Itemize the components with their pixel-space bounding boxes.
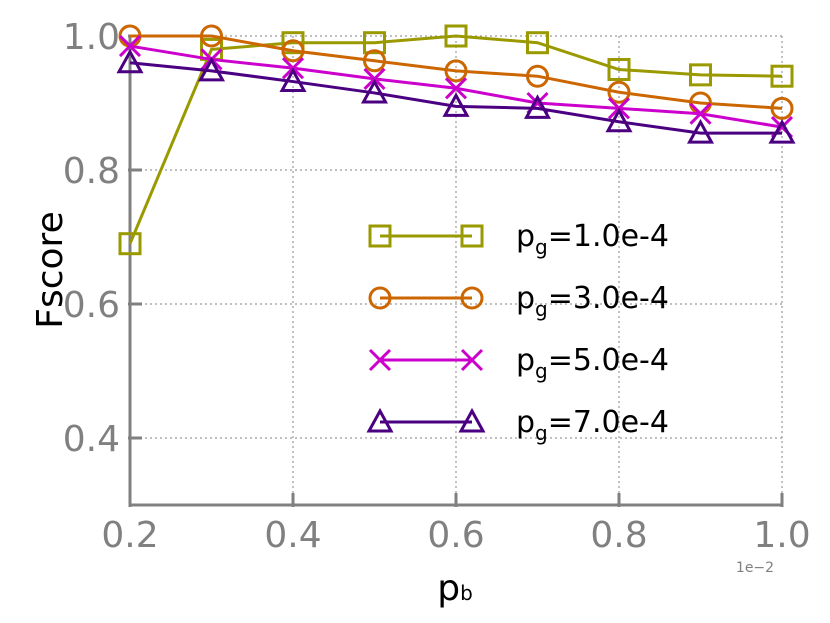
series-3 [116, 48, 796, 144]
x-tick-label-4: 1.0 [753, 515, 810, 556]
data-point-2-7 [689, 102, 712, 125]
y-axis-label: Fscore [30, 211, 71, 328]
data-point-1-6 [607, 80, 631, 104]
data-point-1-2 [281, 39, 305, 63]
data-point-0-4 [444, 24, 468, 48]
legend-label-main-2: p [516, 343, 535, 378]
data-point-0-5 [526, 31, 549, 55]
data-point-0-3 [363, 31, 386, 55]
x-offset-label: 1e−2 [736, 560, 774, 576]
legend-marker-end-2 [460, 348, 484, 372]
data-point-1-4 [444, 59, 468, 83]
legend-entry-2: pg=5.0e-4 [368, 343, 669, 383]
series-line-0 [128, 34, 783, 245]
series-2 [118, 34, 794, 139]
data-point-2-4 [444, 77, 468, 100]
data-point-3-8 [768, 119, 796, 144]
legend-marker-start-3 [366, 407, 394, 433]
x-tick-label-1: 0.4 [264, 515, 321, 556]
data-point-0-8 [770, 64, 794, 88]
legend-label-sub-3: g [535, 421, 548, 445]
data-point-3-1 [197, 56, 226, 82]
legend-label-main-1: p [516, 281, 535, 316]
legend-label-sub-2: g [535, 359, 548, 383]
data-point-0-7 [689, 63, 712, 87]
x-axis-label-main: p [437, 568, 460, 609]
x-tick-label-0: 0.2 [101, 515, 158, 556]
data-point-0-6 [607, 58, 631, 81]
data-point-3-2 [279, 67, 307, 93]
data-point-3-0 [116, 48, 144, 74]
x-tick-label-3: 0.8 [590, 515, 647, 556]
data-point-0-2 [281, 31, 305, 55]
legend-label-3: pg=7.0e-4 [516, 405, 669, 445]
data-point-3-5 [523, 94, 552, 119]
legend-label-rest-2: =5.0e-4 [548, 343, 669, 378]
legend-label-sub-0: g [535, 235, 548, 259]
legend-entry-1: pg=3.0e-4 [368, 281, 669, 321]
y-tick-label-0: 0.4 [63, 419, 120, 460]
legend-label-main-3: p [516, 405, 535, 440]
legend: pg=1.0e-4pg=3.0e-4pg=5.0e-4pg=7.0e-4 [366, 219, 669, 445]
legend-label-main-0: p [516, 219, 535, 254]
data-point-1-3 [363, 49, 386, 73]
legend-label-1: pg=3.0e-4 [516, 281, 669, 321]
data-point-1-5 [526, 64, 549, 88]
y-tick-label-1: 0.6 [63, 285, 120, 326]
x-tick-label-2: 0.6 [427, 515, 484, 556]
legend-label-0: pg=1.0e-4 [516, 219, 669, 259]
series-line-1 [130, 34, 783, 110]
legend-label-rest-1: =3.0e-4 [548, 281, 669, 316]
data-point-3-3 [360, 78, 389, 104]
data-point-1-1 [200, 24, 223, 48]
legend-entry-0: pg=1.0e-4 [368, 219, 669, 259]
x-axis-label-sub: b [460, 581, 473, 605]
data-point-3-4 [442, 92, 470, 117]
legend-label-rest-0: =1.0e-4 [548, 219, 669, 254]
legend-marker-start-2 [368, 348, 392, 372]
y-tick-label-3: 1.0 [63, 17, 120, 58]
legend-label-sub-1: g [535, 297, 548, 321]
legend-entry-3: pg=7.0e-4 [366, 405, 669, 445]
series-layer [116, 24, 796, 256]
legend-marker-end-1 [460, 286, 484, 310]
legend-label-rest-3: =7.0e-4 [548, 405, 669, 440]
series-1 [118, 24, 794, 120]
legend-marker-start-0 [368, 224, 392, 248]
tick-labels: 0.2 0.4 0.6 0.8 1.0 0.4 0.6 0.8 1.0 [63, 17, 811, 556]
y-tick-label-2: 0.8 [63, 151, 120, 192]
data-point-3-6 [605, 107, 633, 133]
data-point-3-7 [686, 119, 715, 144]
series-line-3 [129, 61, 782, 135]
x-axis-label: pb [437, 568, 473, 609]
legend-marker-start-1 [368, 286, 392, 310]
legend-marker-end-0 [460, 224, 484, 248]
data-point-2-0 [118, 34, 142, 58]
legend-marker-end-3 [458, 407, 486, 433]
data-point-0-0 [118, 232, 142, 256]
legend-label-2: pg=5.0e-4 [516, 343, 669, 383]
data-point-1-8 [770, 96, 794, 120]
